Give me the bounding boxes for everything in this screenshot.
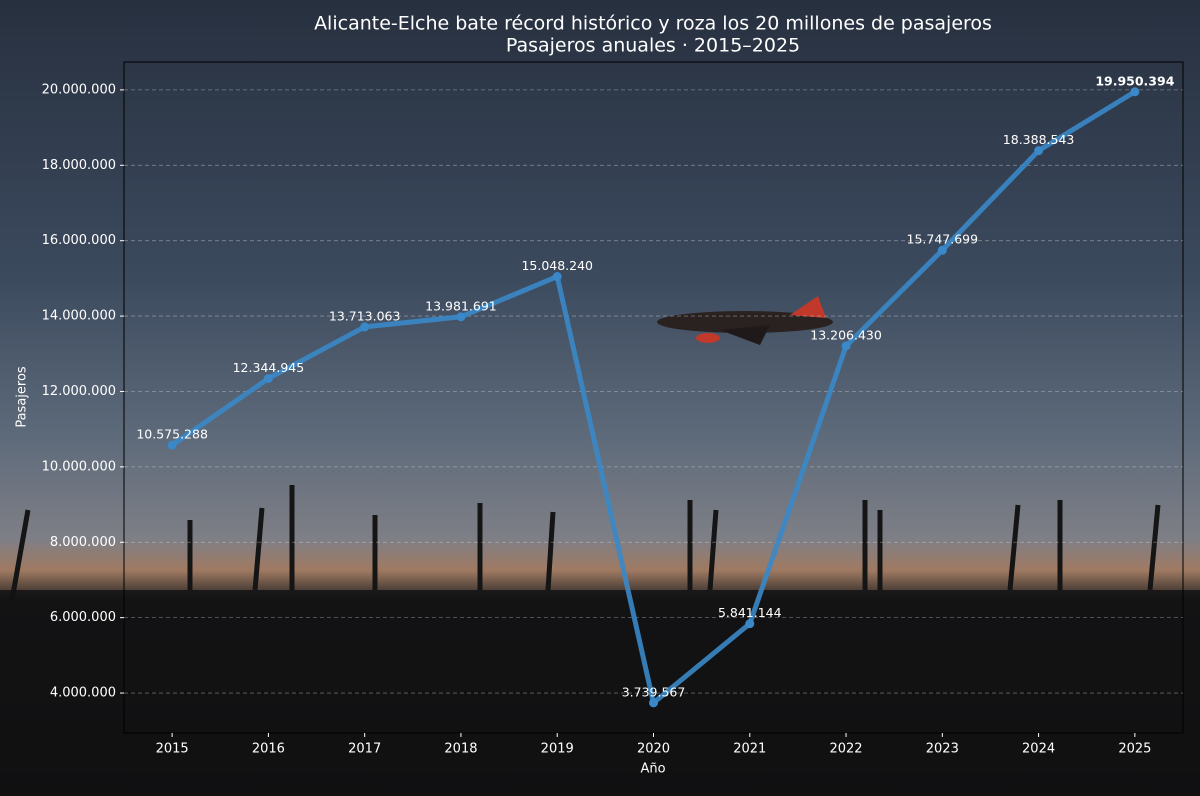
- chart-title: Alicante-Elche bate récord histórico y r…: [314, 13, 992, 35]
- x-tick-label: 2022: [829, 742, 862, 757]
- value-label: 19.950.394: [1095, 73, 1174, 88]
- chart-subtitle: Pasajeros anuales · 2015–2025: [506, 35, 800, 57]
- value-label: 12.344.945: [233, 360, 305, 375]
- y-tick-label: 16.000.000: [42, 233, 116, 248]
- marker: [841, 341, 851, 351]
- marker: [937, 245, 947, 255]
- marker: [456, 312, 466, 322]
- marker: [1130, 87, 1140, 97]
- value-label: 13.206.430: [810, 327, 882, 342]
- x-tick-label: 2024: [1022, 742, 1055, 757]
- value-label: 10.575.288: [136, 427, 208, 442]
- marker: [263, 373, 273, 383]
- marker: [649, 698, 658, 708]
- value-label: 18.388.543: [1003, 132, 1075, 147]
- y-tick-label: 12.000.000: [42, 384, 116, 399]
- x-tick-label: 2017: [348, 742, 381, 757]
- x-tick-label: 2020: [637, 742, 670, 757]
- value-label: 15.048.240: [521, 258, 593, 273]
- value-label: 13.981.691: [425, 298, 497, 313]
- x-tick-label: 2019: [541, 742, 574, 757]
- y-tick-label: 4.000.000: [50, 686, 116, 701]
- value-label: 3.739.567: [622, 684, 686, 699]
- x-tick-label: 2025: [1118, 742, 1151, 757]
- x-tick-label: 2018: [444, 742, 477, 757]
- value-label: 13.713.063: [329, 308, 401, 323]
- x-tick-label: 2016: [252, 742, 285, 757]
- marker: [1034, 146, 1044, 156]
- y-tick-label: 8.000.000: [50, 535, 116, 550]
- value-label: 5.841.144: [718, 605, 782, 620]
- marker: [360, 322, 370, 332]
- x-tick-label: 2023: [926, 742, 959, 757]
- x-tick-label: 2021: [733, 742, 766, 757]
- y-tick-label: 10.000.000: [42, 459, 116, 474]
- ground: [0, 590, 1200, 792]
- y-tick-label: 14.000.000: [42, 309, 116, 324]
- y-tick-label: 18.000.000: [42, 158, 116, 173]
- x-axis-label: Año: [640, 762, 665, 777]
- airplane: [657, 296, 833, 345]
- value-label: 15.747.699: [907, 232, 979, 247]
- fence: [9, 485, 1161, 601]
- marker: [552, 272, 562, 282]
- x-tick-label: 2015: [156, 742, 189, 757]
- y-tick-label: 20.000.000: [42, 82, 116, 97]
- y-axis-label: Pasajeros: [15, 366, 30, 428]
- marker: [167, 440, 177, 450]
- marker: [745, 619, 755, 629]
- y-tick-label: 6.000.000: [50, 610, 116, 625]
